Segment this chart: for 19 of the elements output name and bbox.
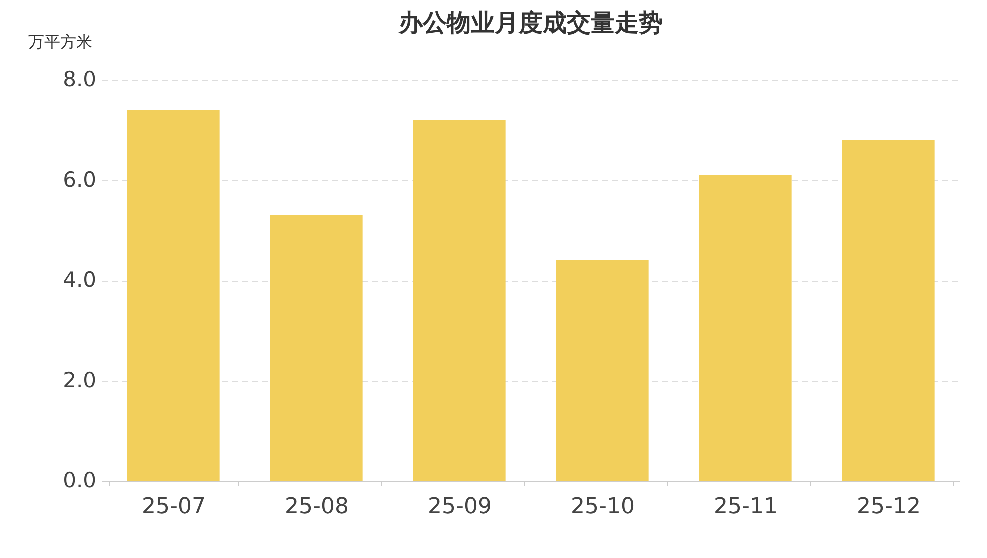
x-tick-label: 25-11 (714, 494, 778, 520)
x-tick-label: 25-08 (285, 494, 349, 520)
bar (127, 110, 220, 481)
bar (556, 260, 649, 481)
y-tick-label: 2.0 (63, 368, 96, 392)
chart-title: 办公物业月度成交量走势 (398, 9, 663, 37)
x-tick-label: 25-07 (142, 494, 206, 520)
y-axis-title: 万平方米 (28, 32, 92, 52)
x-tick-label: 25-09 (428, 494, 492, 520)
x-tick-label: 25-12 (857, 494, 921, 520)
bar (699, 175, 792, 481)
bar (842, 140, 935, 481)
y-tick-label: 4.0 (63, 268, 96, 292)
y-tick-label: 0.0 (63, 468, 96, 492)
bar (413, 120, 506, 481)
x-tick-label: 25-10 (571, 494, 635, 520)
bar (270, 215, 363, 481)
y-tick-label: 6.0 (63, 168, 96, 192)
y-tick-label: 8.0 (63, 68, 96, 92)
